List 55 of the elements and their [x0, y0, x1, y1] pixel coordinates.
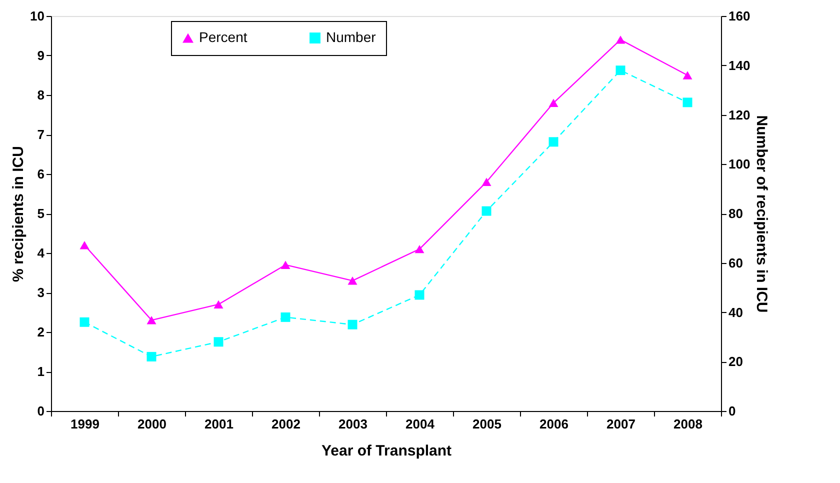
y-tick-label: 1: [37, 364, 44, 379]
point: [146, 316, 156, 324]
x-tick-label: 2000: [138, 416, 166, 432]
y-tick-label: 9: [37, 48, 44, 63]
y2-tick-label: 120: [728, 107, 750, 122]
x-axis-title: Year of Transplant: [321, 442, 452, 460]
point: [80, 240, 90, 250]
y2-tick-label: 140: [728, 58, 750, 73]
y-tick-label: 5: [37, 206, 44, 221]
point: [414, 290, 424, 300]
y-tick-label: 8: [37, 88, 44, 102]
point: [280, 260, 290, 269]
point: [682, 71, 692, 80]
x-tick-label: 2008: [674, 416, 702, 432]
x-tick-label: 2005: [472, 416, 502, 432]
y-axis-title: % recipients in ICU: [10, 146, 28, 282]
legend-label: Number: [326, 29, 376, 45]
point: [414, 244, 424, 254]
y2-tick-label: 80: [728, 206, 743, 221]
y2-axis-title: Number of recipients in ICU: [753, 115, 770, 313]
point: [482, 206, 492, 216]
y2-tick-label: 60: [728, 255, 743, 270]
point: [482, 178, 492, 186]
y2-tick-label: 100: [728, 156, 750, 172]
x-tick-label: 2006: [540, 416, 568, 432]
x-tick-label: 1999: [70, 416, 100, 432]
y-tick-label: 6: [37, 166, 44, 182]
point: [214, 337, 224, 347]
legend-label: Percent: [199, 29, 248, 45]
x-tick-label: 2007: [606, 416, 636, 432]
point: [280, 312, 290, 322]
point: [214, 300, 224, 308]
y-tick-label: 2: [37, 324, 44, 340]
point: [348, 276, 358, 285]
point: [80, 317, 90, 327]
point: [682, 98, 692, 108]
x-tick-label: 2003: [338, 416, 368, 432]
point: [348, 320, 358, 330]
point: [548, 137, 558, 147]
x-tick-label: 2002: [272, 416, 300, 432]
x-tick-label: 2004: [406, 416, 436, 432]
y-tick-label: 3: [37, 285, 44, 300]
point: [616, 36, 626, 44]
y2-tick-label: 160: [728, 8, 750, 24]
y2-tick-label: 20: [728, 354, 743, 370]
y-tick-label: 10: [30, 8, 44, 24]
y2-tick-label: 0: [728, 404, 736, 418]
point: [548, 98, 558, 108]
y2-tick-label: 40: [728, 304, 743, 320]
point: [146, 352, 156, 362]
y-tick-label: 7: [37, 127, 44, 142]
point: [616, 66, 626, 76]
y-tick-label: 0: [37, 404, 44, 418]
y-tick-label: 4: [37, 246, 46, 260]
x-tick-label: 2001: [204, 416, 234, 432]
